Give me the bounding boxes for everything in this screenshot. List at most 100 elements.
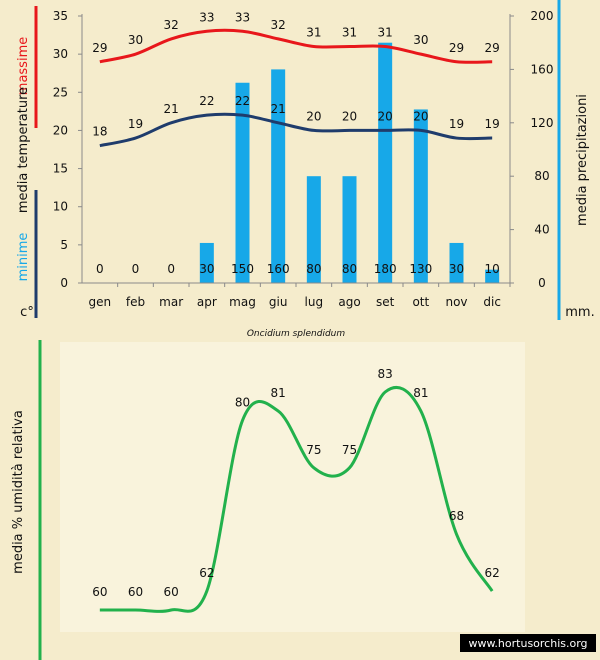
precipitation-axis: 0 40 80 120 160 200 bbox=[509, 9, 554, 290]
precipitation-axis-title: media precipitazioni bbox=[575, 94, 590, 226]
humidity-value-label: 75 bbox=[306, 443, 321, 457]
temperature-tick-label: 5 bbox=[60, 238, 68, 252]
precipitation-tick-label: 160 bbox=[531, 62, 554, 76]
month-tick-labels: gen feb mar apr mag giu lug ago set ott nov dic bbox=[89, 283, 511, 309]
min-value-label: 21 bbox=[164, 102, 179, 116]
precipitation-value-label: 30 bbox=[449, 262, 464, 276]
temperature-tick-label: 10 bbox=[53, 200, 68, 214]
watermark: www.hortusorchis.org bbox=[460, 634, 596, 652]
precipitation-bar-mag bbox=[235, 82, 250, 283]
precipitation-tick-label: 40 bbox=[534, 223, 549, 237]
month-label-nov: nov bbox=[445, 295, 467, 309]
min-temperature-line bbox=[99, 112, 493, 148]
month-label-giu: giu bbox=[269, 295, 288, 309]
max-value-label: 29 bbox=[449, 41, 464, 55]
precipitation-value-label: 130 bbox=[409, 262, 432, 276]
min-value-label: 20 bbox=[342, 109, 357, 123]
humidity-value-label: 60 bbox=[92, 585, 107, 599]
month-label-apr: apr bbox=[197, 295, 217, 309]
min-axis-label: minime bbox=[16, 233, 31, 282]
month-label-set: set bbox=[376, 295, 395, 309]
humidity-line bbox=[99, 386, 494, 613]
temperature-tick-label: 30 bbox=[53, 47, 68, 61]
max-value-label: 31 bbox=[306, 26, 321, 40]
max-value-label: 29 bbox=[92, 41, 107, 55]
min-value-label: 21 bbox=[271, 102, 286, 116]
min-value-label: 22 bbox=[199, 94, 214, 108]
humidity-value-label: 60 bbox=[164, 585, 179, 599]
min-value-label: 20 bbox=[413, 109, 428, 123]
precipitation-value-label: 30 bbox=[199, 262, 214, 276]
data-labels: 29 30 32 33 33 32 31 31 31 30 29 29 18 19 21 22 22 21 20 20… bbox=[92, 10, 500, 276]
max-value-label: 33 bbox=[199, 10, 214, 24]
humidity-data-labels: 60 60 60 62 80 81 75 75 83 81 68 62 bbox=[92, 367, 500, 599]
humidity-value-label: 68 bbox=[449, 509, 464, 523]
min-value-label: 19 bbox=[449, 117, 464, 131]
precipitation-value-label: 0 bbox=[167, 262, 175, 276]
max-value-label: 31 bbox=[342, 26, 357, 40]
species-subtitle: Oncidium splendidum bbox=[247, 329, 346, 339]
humidity-axis-title: media % umidità relativa bbox=[11, 410, 26, 574]
temperature-axis: 0 5 10 15 20 25 30 35 bbox=[53, 9, 83, 290]
precipitation-value-label: 150 bbox=[231, 262, 254, 276]
humidity-chart: media % umidità relativa 60 60 60 62 80 81 75 7… bbox=[11, 340, 525, 660]
month-label-ott: ott bbox=[412, 295, 429, 309]
precipitation-value-label: 0 bbox=[132, 262, 140, 276]
precipitation-tick-label: 0 bbox=[538, 276, 546, 290]
month-label-dic: dic bbox=[483, 295, 501, 309]
max-value-label: 29 bbox=[485, 41, 500, 55]
humidity-value-label: 75 bbox=[342, 443, 357, 457]
max-value-label: 32 bbox=[271, 18, 286, 32]
humidity-value-label: 83 bbox=[378, 367, 393, 381]
temperature-tick-label: 20 bbox=[53, 123, 68, 137]
max-temperature-line bbox=[99, 28, 493, 64]
temperature-tick-label: 15 bbox=[53, 162, 68, 176]
mm-unit-label: mm. bbox=[565, 305, 594, 320]
precipitation-bar-lug bbox=[306, 176, 321, 283]
max-value-label: 33 bbox=[235, 10, 250, 24]
precipitation-tick-label: 200 bbox=[531, 9, 554, 23]
month-label-ago: ago bbox=[338, 295, 360, 309]
precipitation-tick-label: 80 bbox=[534, 169, 549, 183]
min-value-label: 19 bbox=[485, 117, 500, 131]
temperature-tick-label: 25 bbox=[53, 85, 68, 99]
temperature-axis-title: media temperature bbox=[16, 87, 31, 213]
min-value-label: 19 bbox=[128, 117, 143, 131]
month-label-mar: mar bbox=[159, 295, 183, 309]
humidity-line-group bbox=[99, 386, 494, 613]
max-value-label: 32 bbox=[164, 18, 179, 32]
precipitation-value-label: 160 bbox=[267, 262, 290, 276]
precipitation-tick-label: 120 bbox=[531, 116, 554, 130]
min-value-label: 18 bbox=[92, 125, 107, 139]
watermark-background bbox=[460, 634, 596, 652]
precipitation-bar-apr bbox=[199, 242, 214, 283]
humidity-value-label: 60 bbox=[128, 585, 143, 599]
precipitation-value-label: 10 bbox=[485, 262, 500, 276]
temperature-lines bbox=[99, 28, 493, 148]
min-value-label: 20 bbox=[378, 109, 393, 123]
precipitation-bar-nov bbox=[449, 242, 464, 283]
watermark-text: www.hortusorchis.org bbox=[468, 637, 587, 650]
min-value-label: 20 bbox=[306, 109, 321, 123]
max-axis-label: massime bbox=[16, 37, 31, 95]
humidity-value-label: 80 bbox=[235, 395, 250, 409]
humidity-value-label: 81 bbox=[271, 386, 286, 400]
month-label-lug: lug bbox=[305, 295, 324, 309]
precipitation-value-label: 0 bbox=[96, 262, 104, 276]
precipitation-value-label: 80 bbox=[306, 262, 321, 276]
max-value-label: 30 bbox=[413, 33, 428, 47]
precipitation-bar-dic bbox=[485, 269, 500, 283]
humidity-plot-area bbox=[60, 342, 525, 632]
month-label-gen: gen bbox=[89, 295, 112, 309]
precipitation-value-label: 80 bbox=[342, 262, 357, 276]
max-value-label: 30 bbox=[128, 33, 143, 47]
humidity-value-label: 81 bbox=[413, 386, 428, 400]
precipitation-value-label: 180 bbox=[374, 262, 397, 276]
month-label-mag: mag bbox=[229, 295, 256, 309]
max-value-label: 31 bbox=[378, 26, 393, 40]
celsius-unit-label: c° bbox=[20, 305, 34, 320]
precipitation-bars bbox=[199, 42, 500, 284]
